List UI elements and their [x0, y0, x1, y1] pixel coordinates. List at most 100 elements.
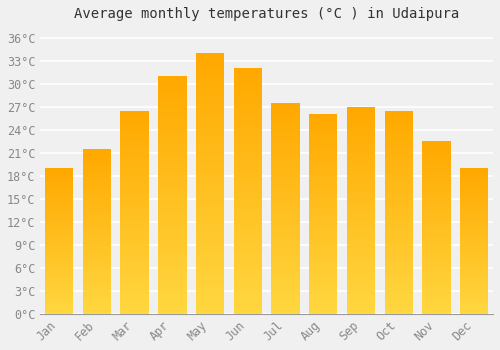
- Bar: [83, 159, 111, 161]
- Bar: [460, 289, 488, 290]
- Bar: [158, 295, 186, 297]
- Bar: [45, 199, 74, 200]
- Bar: [120, 163, 149, 166]
- Bar: [272, 286, 299, 289]
- Bar: [309, 180, 338, 182]
- Bar: [120, 117, 149, 119]
- Bar: [347, 276, 375, 279]
- Bar: [234, 255, 262, 258]
- Bar: [272, 111, 299, 113]
- Bar: [422, 173, 450, 174]
- Bar: [196, 95, 224, 97]
- Bar: [272, 209, 299, 211]
- Bar: [234, 159, 262, 162]
- Bar: [234, 83, 262, 86]
- Bar: [45, 196, 74, 197]
- Bar: [83, 276, 111, 278]
- Bar: [347, 183, 375, 186]
- Bar: [83, 279, 111, 281]
- Bar: [45, 231, 74, 232]
- Bar: [460, 181, 488, 183]
- Bar: [460, 243, 488, 244]
- Bar: [83, 172, 111, 174]
- Bar: [272, 236, 299, 238]
- Bar: [460, 267, 488, 269]
- Bar: [234, 147, 262, 149]
- Bar: [158, 145, 186, 147]
- Bar: [460, 237, 488, 238]
- Bar: [120, 168, 149, 170]
- Bar: [422, 255, 450, 257]
- Bar: [83, 310, 111, 312]
- Bar: [234, 223, 262, 225]
- Bar: [272, 168, 299, 170]
- Bar: [460, 183, 488, 184]
- Bar: [272, 183, 299, 185]
- Bar: [309, 170, 338, 172]
- Bar: [460, 245, 488, 247]
- Bar: [234, 243, 262, 245]
- Bar: [422, 247, 450, 248]
- Bar: [309, 126, 338, 128]
- Bar: [384, 119, 413, 121]
- Bar: [234, 206, 262, 208]
- Bar: [384, 168, 413, 170]
- Bar: [158, 93, 186, 95]
- Bar: [460, 283, 488, 285]
- Bar: [83, 190, 111, 192]
- Bar: [347, 266, 375, 268]
- Bar: [158, 200, 186, 202]
- Bar: [272, 240, 299, 242]
- Bar: [83, 291, 111, 293]
- Bar: [196, 233, 224, 236]
- Bar: [384, 212, 413, 214]
- Bar: [272, 200, 299, 202]
- Bar: [83, 233, 111, 235]
- Bar: [234, 81, 262, 83]
- Bar: [120, 194, 149, 196]
- Bar: [347, 134, 375, 136]
- Bar: [196, 66, 224, 69]
- Bar: [120, 151, 149, 153]
- Bar: [272, 299, 299, 301]
- Bar: [158, 164, 186, 167]
- Bar: [272, 196, 299, 198]
- Bar: [158, 150, 186, 152]
- Bar: [384, 182, 413, 184]
- Bar: [45, 216, 74, 218]
- Bar: [309, 176, 338, 178]
- Bar: [272, 301, 299, 303]
- Bar: [158, 140, 186, 143]
- Bar: [347, 204, 375, 206]
- Bar: [83, 261, 111, 263]
- Bar: [272, 206, 299, 209]
- Bar: [384, 234, 413, 237]
- Bar: [83, 230, 111, 231]
- Bar: [347, 281, 375, 283]
- Bar: [309, 248, 338, 250]
- Bar: [272, 272, 299, 274]
- Bar: [120, 190, 149, 192]
- Bar: [45, 269, 74, 270]
- Bar: [384, 145, 413, 147]
- Bar: [234, 277, 262, 280]
- Bar: [158, 171, 186, 174]
- Bar: [309, 214, 338, 216]
- Bar: [460, 206, 488, 208]
- Bar: [460, 302, 488, 304]
- Bar: [45, 239, 74, 241]
- Bar: [272, 166, 299, 168]
- Bar: [422, 298, 450, 300]
- Bar: [272, 105, 299, 107]
- Bar: [422, 197, 450, 198]
- Bar: [120, 289, 149, 292]
- Bar: [422, 274, 450, 276]
- Bar: [158, 245, 186, 247]
- Bar: [384, 117, 413, 119]
- Bar: [120, 139, 149, 141]
- Bar: [196, 108, 224, 111]
- Bar: [158, 204, 186, 207]
- Bar: [158, 221, 186, 224]
- Bar: [196, 183, 224, 186]
- Title: Average monthly temperatures (°C ) in Udaipura: Average monthly temperatures (°C ) in Ud…: [74, 7, 460, 21]
